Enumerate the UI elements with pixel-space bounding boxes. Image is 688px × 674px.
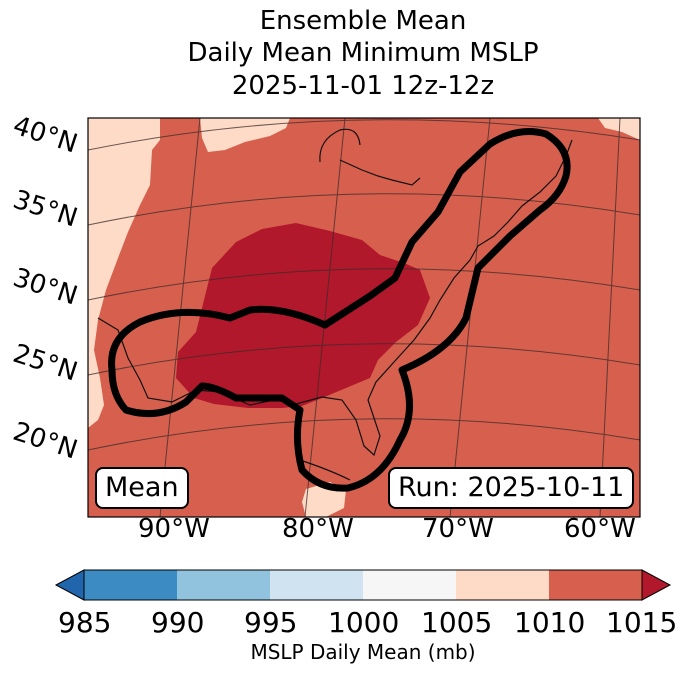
mean-badge: Mean	[95, 467, 189, 509]
colorbar-tick-1015: 1015	[606, 606, 678, 639]
colorbar	[54, 569, 672, 601]
light-region-north	[200, 118, 290, 152]
colorbar-segment-1010-1015	[549, 570, 642, 600]
colorbar-segment-985-990	[84, 570, 177, 600]
light-region-west	[88, 118, 160, 428]
lon-label-60: 60°W	[564, 514, 636, 544]
colorbar-segment-995-1000	[270, 570, 363, 600]
title-line-1: Ensemble Mean	[259, 6, 467, 36]
lon-label-70: 70°W	[422, 514, 494, 544]
colorbar-frame	[83, 569, 643, 601]
colorbar-segment-990-995	[177, 570, 270, 600]
map-frame	[87, 117, 641, 518]
contour-outline	[108, 128, 571, 492]
colorbar-tick-1000: 1000	[328, 606, 400, 639]
colorbar-segment-1000-1005	[363, 570, 456, 600]
lon-label-80: 80°W	[282, 514, 354, 544]
run-date-badge: Run: 2025-10-11	[388, 467, 635, 509]
lon-label-90: 90°W	[138, 514, 210, 544]
colorbar-tick-990: 990	[151, 606, 205, 639]
colorbar-low-extension	[54, 569, 85, 601]
colorbar-tick-995: 995	[244, 606, 298, 639]
colorbar-title: MSLP Daily Mean (mb)	[250, 640, 476, 664]
coastline	[97, 128, 573, 489]
colorbar-tick-1010: 1010	[514, 606, 586, 639]
colorbar-high-extension	[641, 569, 672, 601]
colorbar-segment-1005-1010	[456, 570, 549, 600]
title-line-2: Daily Mean Minimum MSLP	[187, 38, 539, 68]
title-line-3: 2025-11-01 12z-12z	[231, 71, 495, 101]
colorbar-tick-985: 985	[58, 606, 112, 639]
colorbar-tick-1005: 1005	[421, 606, 493, 639]
graticule	[87, 117, 641, 518]
